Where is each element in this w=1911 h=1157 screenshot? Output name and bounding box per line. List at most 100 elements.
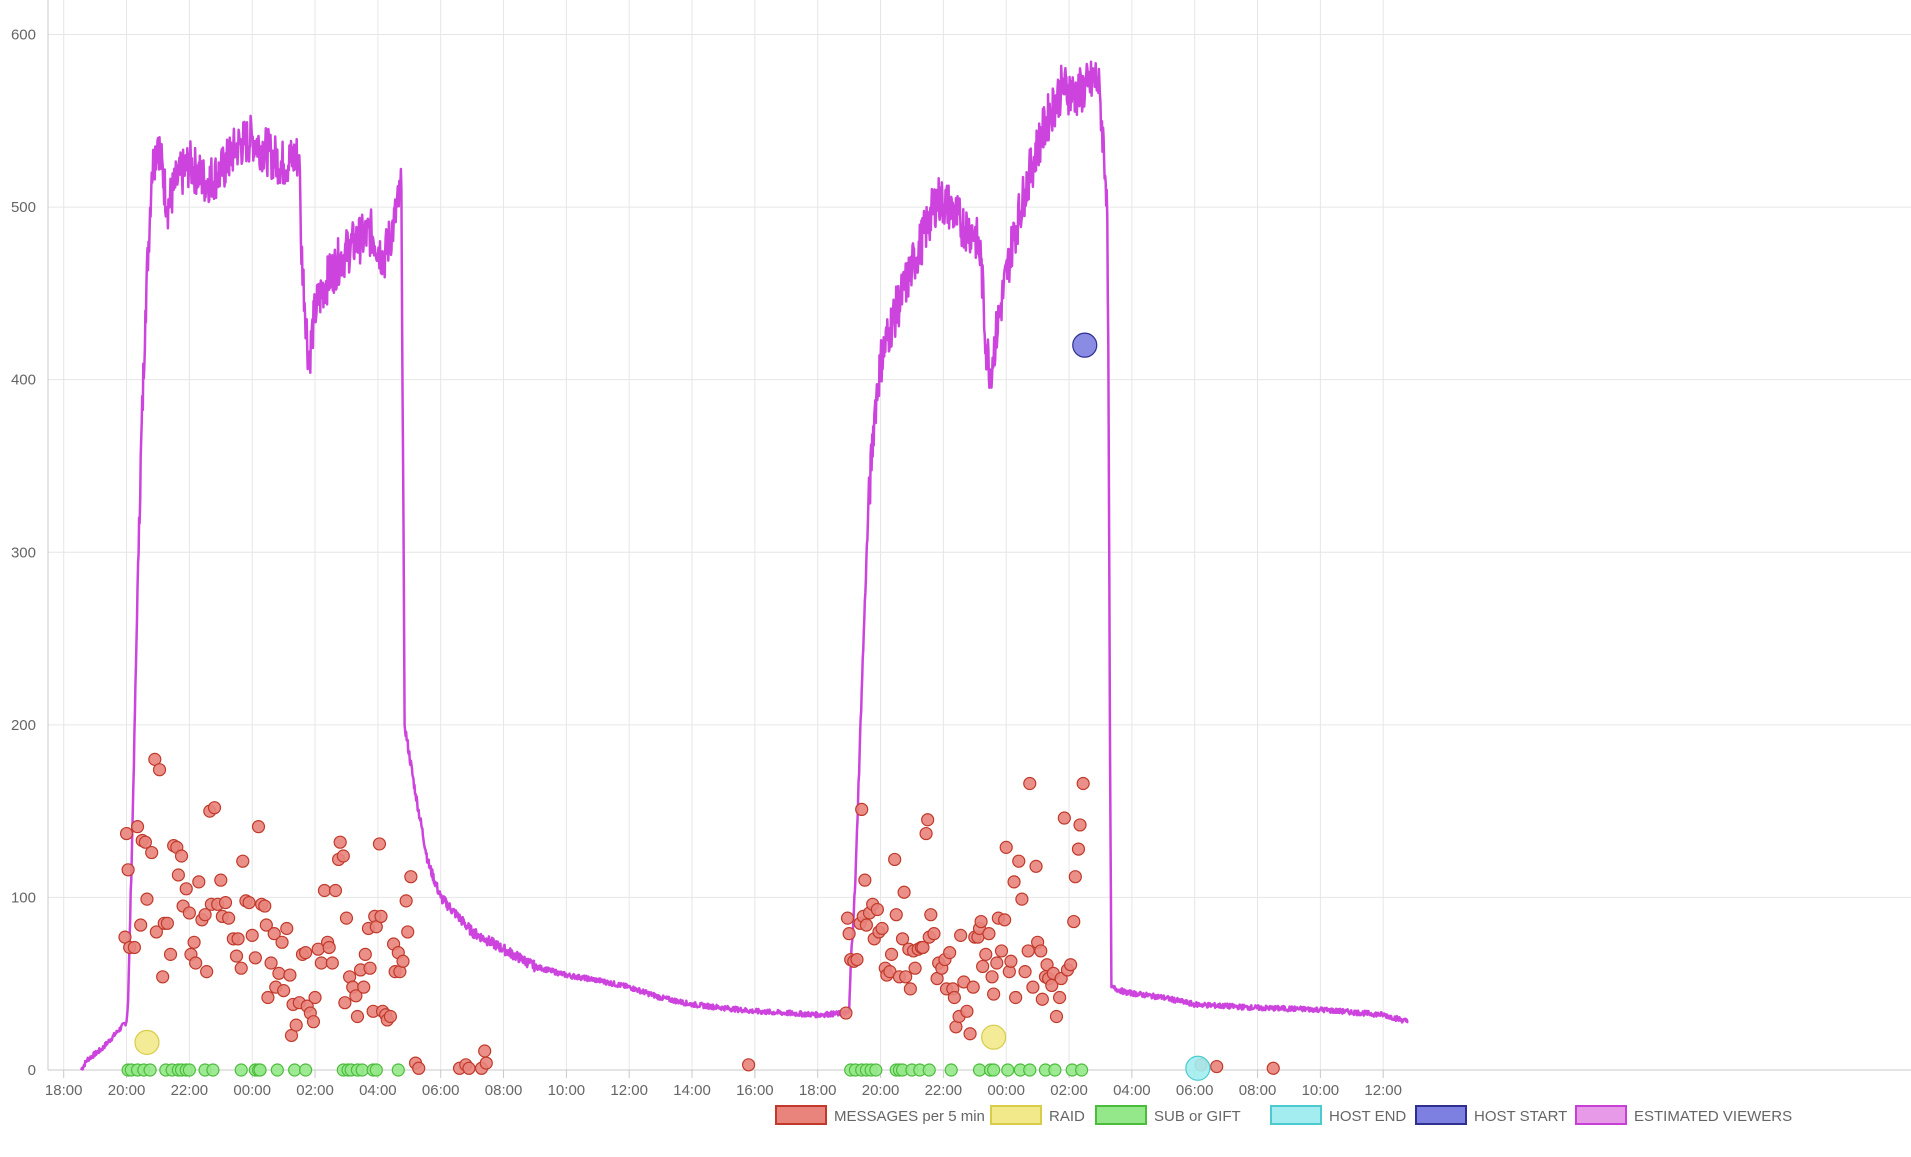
message-point: [1057, 811, 1071, 825]
x-tick-label: 16:00: [736, 1082, 774, 1099]
message-point: [130, 820, 145, 834]
x-tick-label: 18:00: [799, 1082, 837, 1099]
legend-item[interactable]: SUB or GIFT: [1095, 1105, 1241, 1125]
x-tick-label: 20:00: [862, 1082, 900, 1099]
message-point: [322, 940, 336, 955]
message-point: [1018, 965, 1032, 979]
message-point: [358, 947, 372, 961]
x-tick-label: 10:00: [548, 1082, 586, 1099]
message-point: [998, 913, 1012, 927]
message-point: [976, 959, 990, 974]
host-end-point: [1185, 1055, 1211, 1081]
message-point: [994, 944, 1009, 958]
message-point: [478, 1044, 492, 1058]
message-point: [275, 935, 289, 949]
message-point: [198, 908, 212, 922]
y-tick-label: 400: [11, 372, 36, 389]
message-point: [1004, 954, 1018, 968]
message-point: [839, 1006, 853, 1020]
x-tick-label: 18:00: [45, 1082, 83, 1099]
message-point: [954, 928, 968, 942]
sub-gift-point: [1075, 1063, 1089, 1077]
sub-gift-point: [391, 1063, 405, 1077]
legend-item[interactable]: RAID: [990, 1105, 1085, 1125]
message-point: [251, 820, 266, 834]
raid-point: [134, 1029, 160, 1055]
message-point: [383, 1009, 398, 1024]
raid-point: [981, 1024, 1007, 1050]
message-point: [222, 911, 236, 925]
sub-gift-point: [1048, 1063, 1062, 1077]
sub-gift-point: [369, 1063, 383, 1077]
legend-swatch: [775, 1105, 827, 1125]
message-point: [258, 899, 272, 913]
message-point: [412, 1061, 426, 1075]
sub-gift-point: [1001, 1063, 1015, 1077]
message-point: [280, 921, 294, 936]
message-point: [289, 1018, 303, 1032]
legend-swatch: [1415, 1105, 1467, 1125]
message-point: [336, 849, 350, 863]
message-point: [916, 940, 930, 955]
x-tick-label: 12:00: [610, 1082, 648, 1099]
legend[interactable]: MESSAGES per 5 min RAID SUB or GIFT HOST EN…: [775, 1105, 1792, 1125]
legend-item[interactable]: HOST START: [1415, 1105, 1567, 1125]
legend-item[interactable]: MESSAGES per 5 min: [775, 1105, 985, 1125]
legend-label: ESTIMATED VIEWERS: [1634, 1108, 1792, 1125]
sub-gift-point: [355, 1063, 369, 1077]
message-point: [350, 1009, 365, 1024]
x-tick-label: 12:00: [1364, 1082, 1402, 1099]
message-point: [134, 918, 148, 932]
message-point: [245, 928, 259, 942]
message-point: [200, 965, 214, 979]
x-tick-label: 00:00: [233, 1082, 271, 1099]
message-point: [1007, 875, 1021, 889]
x-tick-label: 06:00: [422, 1082, 460, 1099]
x-tick-label: 14:00: [673, 1082, 711, 1099]
message-point: [850, 952, 864, 967]
message-point: [875, 921, 889, 936]
legend-label: RAID: [1049, 1108, 1085, 1125]
sub-gift-point: [234, 1063, 248, 1077]
grid: [48, 0, 1911, 1071]
message-point: [1068, 870, 1082, 884]
x-tick-label: 08:00: [485, 1082, 523, 1099]
message-point: [299, 946, 313, 960]
message-point: [267, 927, 281, 941]
legend-label: HOST START: [1474, 1108, 1567, 1125]
message-point: [1064, 958, 1078, 972]
message-point: [1023, 776, 1037, 791]
message-point: [357, 980, 371, 994]
message-point: [119, 826, 134, 841]
message-point: [145, 845, 159, 860]
x-tick-label: 02:00: [296, 1082, 334, 1099]
message-point: [899, 970, 913, 984]
x-tick-label: 00:00: [987, 1082, 1025, 1099]
message-point: [163, 947, 178, 961]
message-point: [903, 982, 917, 996]
message-point: [840, 911, 855, 925]
message-point: [171, 868, 185, 882]
y-tick-label: 300: [11, 544, 36, 561]
message-point: [897, 885, 911, 899]
message-point: [924, 908, 938, 922]
message-point: [1067, 914, 1081, 929]
message-point: [1029, 859, 1043, 873]
message-point: [314, 956, 328, 970]
message-point: [921, 813, 935, 827]
message-point: [236, 854, 250, 868]
legend-item[interactable]: HOST END: [1270, 1105, 1406, 1125]
message-point: [363, 961, 377, 975]
y-tick-label: 200: [11, 717, 36, 734]
x-tick-label: 04:00: [359, 1082, 397, 1099]
legend-item[interactable]: ESTIMATED VIEWERS: [1575, 1105, 1792, 1125]
sub-gift-point: [944, 1063, 958, 1077]
message-point: [264, 956, 278, 970]
y-tick-label: 600: [11, 27, 36, 44]
message-point: [985, 970, 999, 984]
sub-gift-point: [288, 1063, 302, 1077]
message-point: [1021, 944, 1035, 958]
x-tick-label: 08:00: [1239, 1082, 1277, 1099]
message-point: [189, 956, 203, 970]
